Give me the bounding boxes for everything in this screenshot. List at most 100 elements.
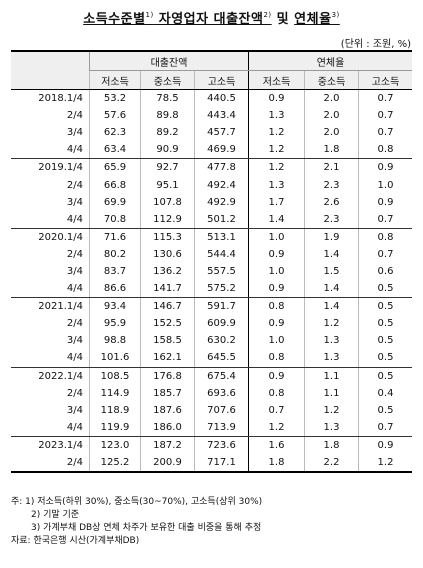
period-cell: 2023.1/4 [38,439,83,451]
period-cell: 4/4 [11,210,90,229]
value-cell: 1.2 [248,124,305,142]
value-cell: 1.3 [304,349,359,368]
value-cell: 557.5 [194,262,249,281]
value-cell: 93.4 [89,297,141,316]
table-row: 4/4 101.6 162.1 645.5 0.8 1.3 0.5 [11,349,412,368]
value-cell: 457.7 [194,124,249,142]
value-cell: 1.8 [304,436,359,454]
value-cell: 176.8 [140,367,195,385]
period-cell: 2018.1/4 [38,93,83,105]
period-cell: 2/4 [66,318,83,330]
value-cell: 2.3 [304,210,359,229]
value-cell: 1.1 [304,384,359,402]
title-and: 및 [271,12,295,27]
value-cell: 713.9 [194,418,249,437]
value-cell: 125.2 [89,453,141,474]
value-cell: 92.7 [140,158,195,177]
value-cell: 2.1 [304,158,359,177]
value-cell: 1.3 [248,107,305,125]
footnote-3: 3) 가계부채 DB상 연체 차주가 보유한 대출 비중을 통해 추정 [31,523,262,533]
period-cell: 2/4 [66,248,83,260]
footnote-2: 2) 기말 기준 [31,510,80,520]
table-row: 4/4 63.4 90.9 469.9 1.2 1.8 0.8 [11,141,412,160]
period-cell: 3/4 [66,265,83,277]
value-cell: 78.5 [140,89,195,108]
value-cell: 185.7 [140,384,195,402]
value-cell: 141.7 [140,280,195,299]
value-cell: 0.8 [358,228,412,246]
table-row: 2/4 125.2 200.9 717.1 1.8 2.2 1.2 [11,453,412,474]
value-cell: 1.9 [304,228,359,246]
value-cell: 114.9 [89,384,141,402]
header-corner-2 [11,70,90,90]
footnote-1: 주: 1) 저소득(하위 30%), 중소득(30~70%), 고소득(상위 3… [11,497,263,507]
table-row: 3/4 98.8 158.5 630.2 1.0 1.3 0.5 [11,332,412,350]
value-cell: 2.0 [304,124,359,142]
value-cell: 187.2 [140,436,195,454]
table-row: 4/4 119.9 186.0 713.9 1.2 1.3 0.7 [11,418,412,437]
value-cell: 95.1 [140,176,195,194]
table-row: 2/4 95.9 152.5 609.9 0.9 1.2 0.5 [11,315,412,333]
value-cell: 1.0 [248,332,305,350]
value-cell: 1.2 [248,418,305,437]
value-cell: 98.8 [89,332,141,350]
header-delinquency-group: 연체율 [248,50,412,71]
table-row: 2018.1/4 53.2 78.5 440.5 0.9 2.0 0.7 [11,89,412,108]
header-balance-high: 고소득 [194,70,249,90]
table-row: 2023.1/4 123.0 187.2 723.6 1.6 1.8 0.9 [11,436,412,454]
table-row: 3/4 62.3 89.2 457.7 1.2 2.0 0.7 [11,124,412,142]
value-cell: 89.2 [140,124,195,142]
value-cell: 575.2 [194,280,249,299]
value-cell: 2.0 [304,89,359,108]
value-cell: 186.0 [140,418,195,437]
period-cell: 3/4 [66,404,83,416]
table-row: 4/4 86.6 141.7 575.2 0.9 1.4 0.5 [11,280,412,299]
value-cell: 630.2 [194,332,249,350]
table-row: 2/4 57.6 89.8 443.4 1.3 2.0 0.7 [11,107,412,125]
period-cell: 2/4 [66,179,83,191]
value-cell: 53.2 [89,89,141,108]
value-cell: 1.4 [304,297,359,316]
value-cell: 469.9 [194,141,249,160]
value-cell: 152.5 [140,315,195,333]
value-cell: 0.9 [248,245,305,263]
value-cell: 86.6 [89,280,141,299]
value-cell: 0.5 [358,297,412,316]
value-cell: 443.4 [194,107,249,125]
value-cell: 1.4 [304,280,359,299]
value-cell: 717.1 [194,453,249,474]
value-cell: 544.4 [194,245,249,263]
title-footnote-1: 1) [145,11,154,19]
value-cell: 90.9 [140,141,195,160]
footnotes: 주: 1) 저소득(하위 30%), 중소득(30~70%), 고소득(상위 3… [11,496,416,548]
value-cell: 2.2 [304,453,359,474]
value-cell: 108.5 [89,367,141,385]
value-cell: 0.8 [248,349,305,368]
value-cell: 492.4 [194,176,249,194]
value-cell: 0.7 [248,401,305,419]
header-balance-group: 대출잔액 [89,50,249,71]
value-cell: 80.2 [89,245,141,263]
period-cell: 3/4 [66,127,83,139]
header-row-groups: 대출잔액 연체율 [11,50,412,71]
value-cell: 0.5 [358,332,412,350]
period-cell: 2022.1/4 [38,370,83,382]
value-cell: 0.7 [358,89,412,108]
header-corner [11,50,90,71]
value-cell: 200.9 [140,453,195,474]
period-cell: 3/4 [66,335,83,347]
value-cell: 1.8 [248,453,305,474]
period-cell: 2/4 [66,110,83,122]
value-cell: 112.9 [140,210,195,229]
title-prefix: 소득수준별 [83,12,146,27]
value-cell: 0.7 [358,245,412,263]
value-cell: 70.8 [89,210,141,229]
value-cell: 0.7 [358,124,412,142]
period-cell: 4/4 [11,349,90,368]
value-cell: 1.0 [248,228,305,246]
value-cell: 1.3 [304,332,359,350]
value-cell: 95.9 [89,315,141,333]
table-row: 2019.1/4 65.9 92.7 477.8 1.2 2.1 0.9 [11,158,412,177]
value-cell: 609.9 [194,315,249,333]
